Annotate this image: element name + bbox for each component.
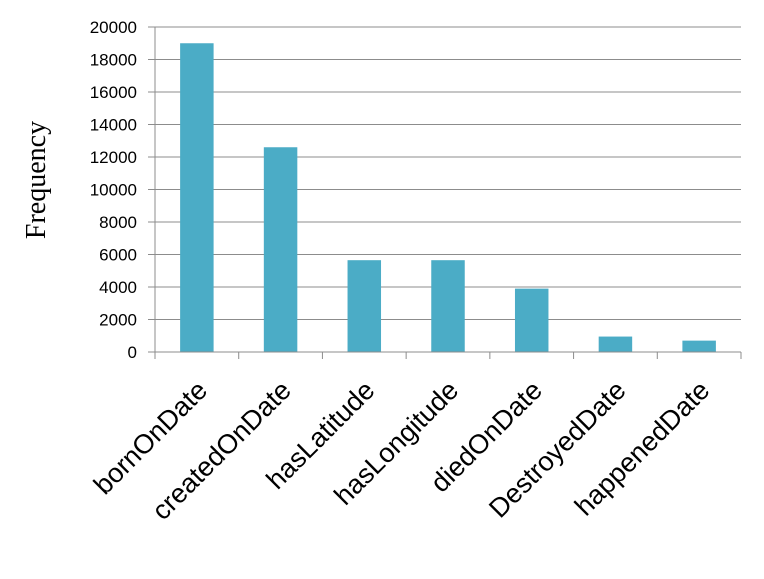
- y-tick-label-0: 0: [128, 343, 137, 362]
- bars: [180, 43, 716, 352]
- bar-hasLongitude: [431, 260, 465, 352]
- bar-bornOnDate: [180, 43, 214, 352]
- bar-diedOnDate: [514, 288, 549, 352]
- axes: [148, 26, 742, 359]
- y-tick-label-9: 18000: [90, 51, 137, 70]
- bar-DestroyedDate: [598, 336, 633, 352]
- bar-createdOnDate: [263, 147, 298, 352]
- y-tick-label-4: 8000: [99, 213, 137, 232]
- y-tick-label-2: 4000: [99, 278, 137, 297]
- y-tick-label-7: 14000: [90, 116, 137, 135]
- y-axis-label: Frequency: [21, 121, 52, 239]
- y-tick-label-5: 10000: [90, 181, 137, 200]
- y-tick-labels: 0 2000 4000 6000 8000 10000 12000 14000 16000 180…: [90, 18, 137, 362]
- y-tick-label-8: 16000: [90, 83, 137, 102]
- y-tick-label-3: 6000: [99, 246, 137, 265]
- y-tick-label-1: 2000: [99, 311, 137, 330]
- x-tick-labels: bornOnDatecreatedOnDatehasLatitudehasLon…: [88, 375, 716, 526]
- y-tick-label-6: 12000: [90, 148, 137, 167]
- gridlines: [155, 26, 741, 320]
- y-tick-label-10: 20000: [90, 18, 137, 37]
- bar-happenedDate: [682, 340, 716, 352]
- bar-hasLatitude: [347, 260, 382, 352]
